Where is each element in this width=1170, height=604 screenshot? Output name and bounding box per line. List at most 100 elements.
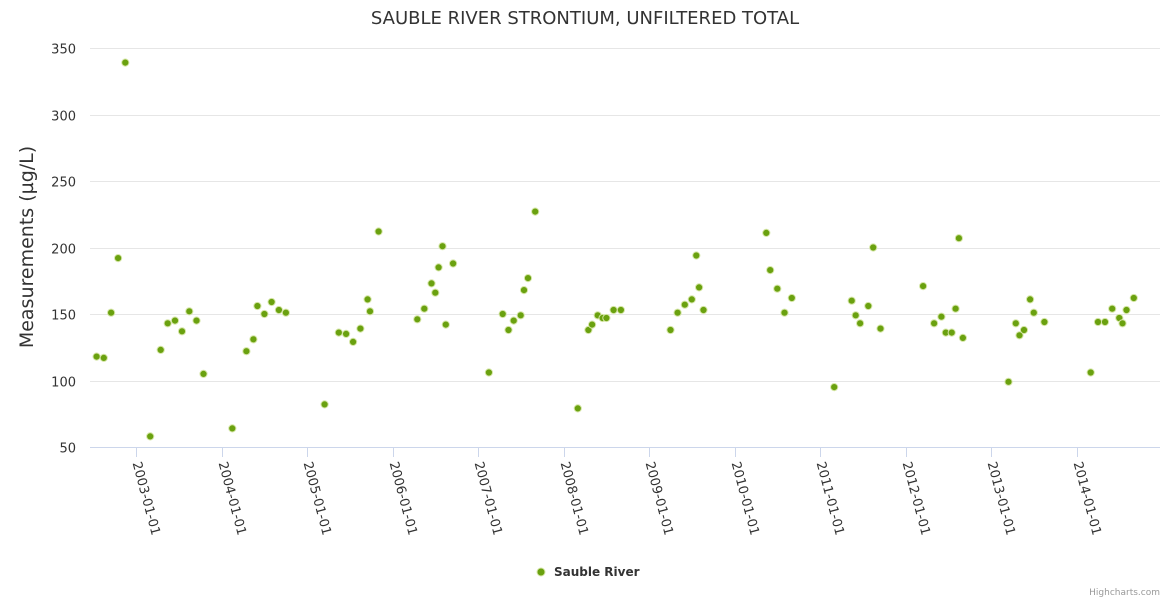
- data-point[interactable]: [334, 328, 343, 337]
- data-point[interactable]: [864, 301, 873, 311]
- credits-link[interactable]: Highcharts.com: [1089, 588, 1160, 598]
- data-point[interactable]: [851, 311, 860, 320]
- data-point[interactable]: [1093, 317, 1103, 327]
- data-point[interactable]: [951, 304, 960, 313]
- data-point[interactable]: [1108, 304, 1117, 313]
- data-point[interactable]: [958, 333, 968, 342]
- data-point[interactable]: [588, 320, 597, 329]
- data-point[interactable]: [253, 301, 262, 311]
- data-point[interactable]: [99, 353, 108, 362]
- data-point[interactable]: [609, 305, 618, 315]
- data-point[interactable]: [156, 345, 165, 354]
- data-point[interactable]: [519, 286, 529, 295]
- data-point[interactable]: [170, 316, 180, 325]
- data-point[interactable]: [374, 227, 383, 236]
- data-point[interactable]: [830, 383, 839, 392]
- data-point[interactable]: [876, 324, 885, 333]
- x-tick-label: 2014-01-01: [1070, 460, 1104, 537]
- data-point[interactable]: [919, 282, 928, 291]
- data-point[interactable]: [762, 228, 771, 237]
- data-point[interactable]: [847, 296, 856, 305]
- data-point[interactable]: [260, 309, 269, 319]
- data-point[interactable]: [937, 312, 946, 321]
- data-point[interactable]: [163, 319, 172, 328]
- data-point[interactable]: [504, 325, 513, 335]
- data-point[interactable]: [1019, 325, 1029, 335]
- data-point[interactable]: [114, 254, 123, 263]
- data-point[interactable]: [146, 432, 155, 441]
- x-tick-label: 2011-01-01: [813, 460, 847, 537]
- data-point[interactable]: [498, 309, 507, 319]
- data-point[interactable]: [1118, 319, 1127, 328]
- legend-label[interactable]: Sauble River: [554, 565, 640, 579]
- data-point[interactable]: [1026, 295, 1035, 304]
- data-point[interactable]: [434, 263, 443, 272]
- data-point[interactable]: [121, 58, 130, 67]
- data-point[interactable]: [228, 424, 237, 433]
- data-point[interactable]: [1100, 317, 1110, 327]
- data-point[interactable]: [573, 404, 582, 413]
- data-point[interactable]: [484, 368, 493, 377]
- data-point[interactable]: [107, 308, 116, 317]
- data-point[interactable]: [185, 307, 194, 316]
- data-point[interactable]: [249, 335, 258, 344]
- legend[interactable]: Sauble River: [536, 565, 640, 579]
- data-point[interactable]: [177, 327, 187, 336]
- data-point[interactable]: [1129, 293, 1138, 303]
- data-point[interactable]: [199, 369, 208, 378]
- data-point[interactable]: [766, 266, 775, 275]
- data-point[interactable]: [320, 400, 329, 409]
- data-point[interactable]: [1122, 305, 1131, 315]
- data-point[interactable]: [523, 274, 533, 283]
- data-point[interactable]: [1011, 319, 1020, 328]
- data-point[interactable]: [531, 207, 540, 216]
- data-point[interactable]: [856, 319, 865, 328]
- data-point[interactable]: [356, 324, 365, 333]
- x-tick-label: 2006-01-01: [386, 460, 420, 537]
- data-point[interactable]: [780, 308, 789, 317]
- data-point[interactable]: [349, 337, 358, 346]
- data-point[interactable]: [947, 328, 956, 337]
- data-point[interactable]: [427, 279, 436, 288]
- data-point[interactable]: [1004, 377, 1013, 386]
- data-point[interactable]: [509, 316, 518, 325]
- data-point[interactable]: [616, 305, 626, 315]
- y-tick-label: 250: [51, 176, 76, 191]
- data-point[interactable]: [242, 347, 251, 356]
- data-point[interactable]: [363, 295, 372, 304]
- data-point[interactable]: [869, 243, 878, 252]
- data-point[interactable]: [438, 242, 447, 251]
- data-point[interactable]: [692, 251, 701, 260]
- data-point[interactable]: [666, 325, 675, 335]
- data-point[interactable]: [687, 295, 696, 304]
- data-point[interactable]: [274, 305, 283, 315]
- x-tick-label: 2009-01-01: [642, 460, 676, 537]
- series-sauble-river[interactable]: [92, 58, 1138, 441]
- data-point[interactable]: [673, 308, 682, 317]
- data-point[interactable]: [365, 307, 375, 316]
- data-point[interactable]: [954, 234, 964, 243]
- data-point[interactable]: [441, 320, 450, 329]
- data-point[interactable]: [787, 293, 796, 303]
- data-point[interactable]: [192, 316, 201, 325]
- data-point[interactable]: [773, 284, 782, 293]
- data-point[interactable]: [680, 300, 689, 309]
- data-point[interactable]: [602, 313, 611, 323]
- data-point[interactable]: [1029, 308, 1038, 317]
- data-point[interactable]: [699, 305, 708, 315]
- data-point[interactable]: [449, 259, 458, 268]
- data-point[interactable]: [267, 297, 276, 307]
- data-point[interactable]: [413, 315, 422, 324]
- data-point[interactable]: [431, 288, 440, 297]
- data-point[interactable]: [342, 329, 351, 338]
- data-point[interactable]: [516, 311, 525, 320]
- data-point[interactable]: [930, 319, 939, 328]
- data-point[interactable]: [1086, 368, 1095, 377]
- data-point[interactable]: [1015, 331, 1024, 340]
- data-point[interactable]: [92, 352, 101, 361]
- data-point[interactable]: [1040, 317, 1049, 327]
- y-tick-label: 300: [51, 110, 76, 125]
- data-point[interactable]: [420, 304, 429, 313]
- data-point[interactable]: [281, 308, 290, 317]
- data-point[interactable]: [695, 283, 704, 292]
